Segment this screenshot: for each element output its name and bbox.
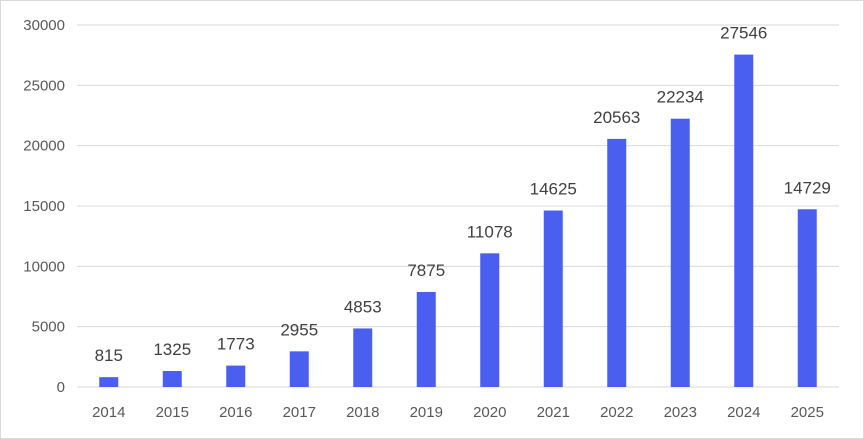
x-tick-label-2021: 2021 bbox=[537, 404, 570, 421]
bar-2023 bbox=[670, 118, 690, 388]
bar-2018 bbox=[353, 328, 373, 387]
data-label-2022: 20563 bbox=[593, 108, 640, 127]
data-label-2015: 1325 bbox=[153, 340, 191, 359]
x-tick-label-2018: 2018 bbox=[346, 404, 379, 421]
bar-2014 bbox=[99, 377, 119, 387]
x-tick-label-2022: 2022 bbox=[600, 404, 633, 421]
x-tick-label-2023: 2023 bbox=[664, 404, 697, 421]
data-label-2024: 27546 bbox=[720, 24, 767, 43]
x-axis-ticks: 2014 2015 2016 2017 2018 2019 2020 2021 2022 2023… bbox=[92, 404, 824, 421]
y-tick-label: 30000 bbox=[23, 17, 65, 34]
data-label-2020: 11078 bbox=[467, 222, 513, 241]
bar-2025 bbox=[797, 209, 817, 387]
y-axis-ticks: 0 5000 10000 15000 20000 25000 30000 bbox=[23, 17, 65, 396]
gridlines bbox=[77, 24, 839, 388]
x-tick-label-2020: 2020 bbox=[473, 404, 506, 421]
x-tick-label-2015: 2015 bbox=[156, 404, 189, 421]
x-tick-label-2025: 2025 bbox=[791, 404, 824, 421]
data-label-2025: 14729 bbox=[784, 178, 831, 197]
y-tick-label: 0 bbox=[57, 379, 65, 396]
y-tick-label: 10000 bbox=[23, 258, 65, 275]
data-label-2016: 1773 bbox=[217, 335, 255, 354]
y-tick-label: 15000 bbox=[23, 198, 65, 215]
y-tick-label: 25000 bbox=[23, 77, 65, 94]
data-label-2014: 815 bbox=[95, 346, 123, 365]
data-label-2018: 4853 bbox=[344, 297, 382, 316]
bar-2021 bbox=[543, 210, 563, 387]
y-tick-label: 5000 bbox=[32, 319, 65, 336]
data-label-2023: 22234 bbox=[657, 88, 704, 107]
x-tick-label-2014: 2014 bbox=[92, 404, 125, 421]
data-label-2019: 7875 bbox=[407, 261, 445, 280]
bar-2015 bbox=[162, 371, 182, 387]
bar-2017 bbox=[289, 351, 309, 387]
bar-2022 bbox=[607, 138, 627, 387]
x-tick-label-2017: 2017 bbox=[283, 404, 316, 421]
bar-2016 bbox=[226, 365, 246, 387]
bar-2019 bbox=[416, 291, 436, 387]
x-tick-label-2024: 2024 bbox=[727, 404, 760, 421]
y-tick-label: 20000 bbox=[23, 138, 65, 155]
bar-2024 bbox=[734, 54, 754, 387]
data-label-2017: 2955 bbox=[280, 320, 318, 339]
data-labels: 815 1325 1773 2955 4853 7875 11078 14625 20563 22… bbox=[95, 24, 831, 366]
data-label-2021: 14625 bbox=[530, 180, 577, 199]
bar-2020 bbox=[480, 253, 500, 387]
x-tick-label-2016: 2016 bbox=[219, 404, 252, 421]
x-tick-label-2019: 2019 bbox=[410, 404, 443, 421]
bars bbox=[99, 54, 817, 388]
